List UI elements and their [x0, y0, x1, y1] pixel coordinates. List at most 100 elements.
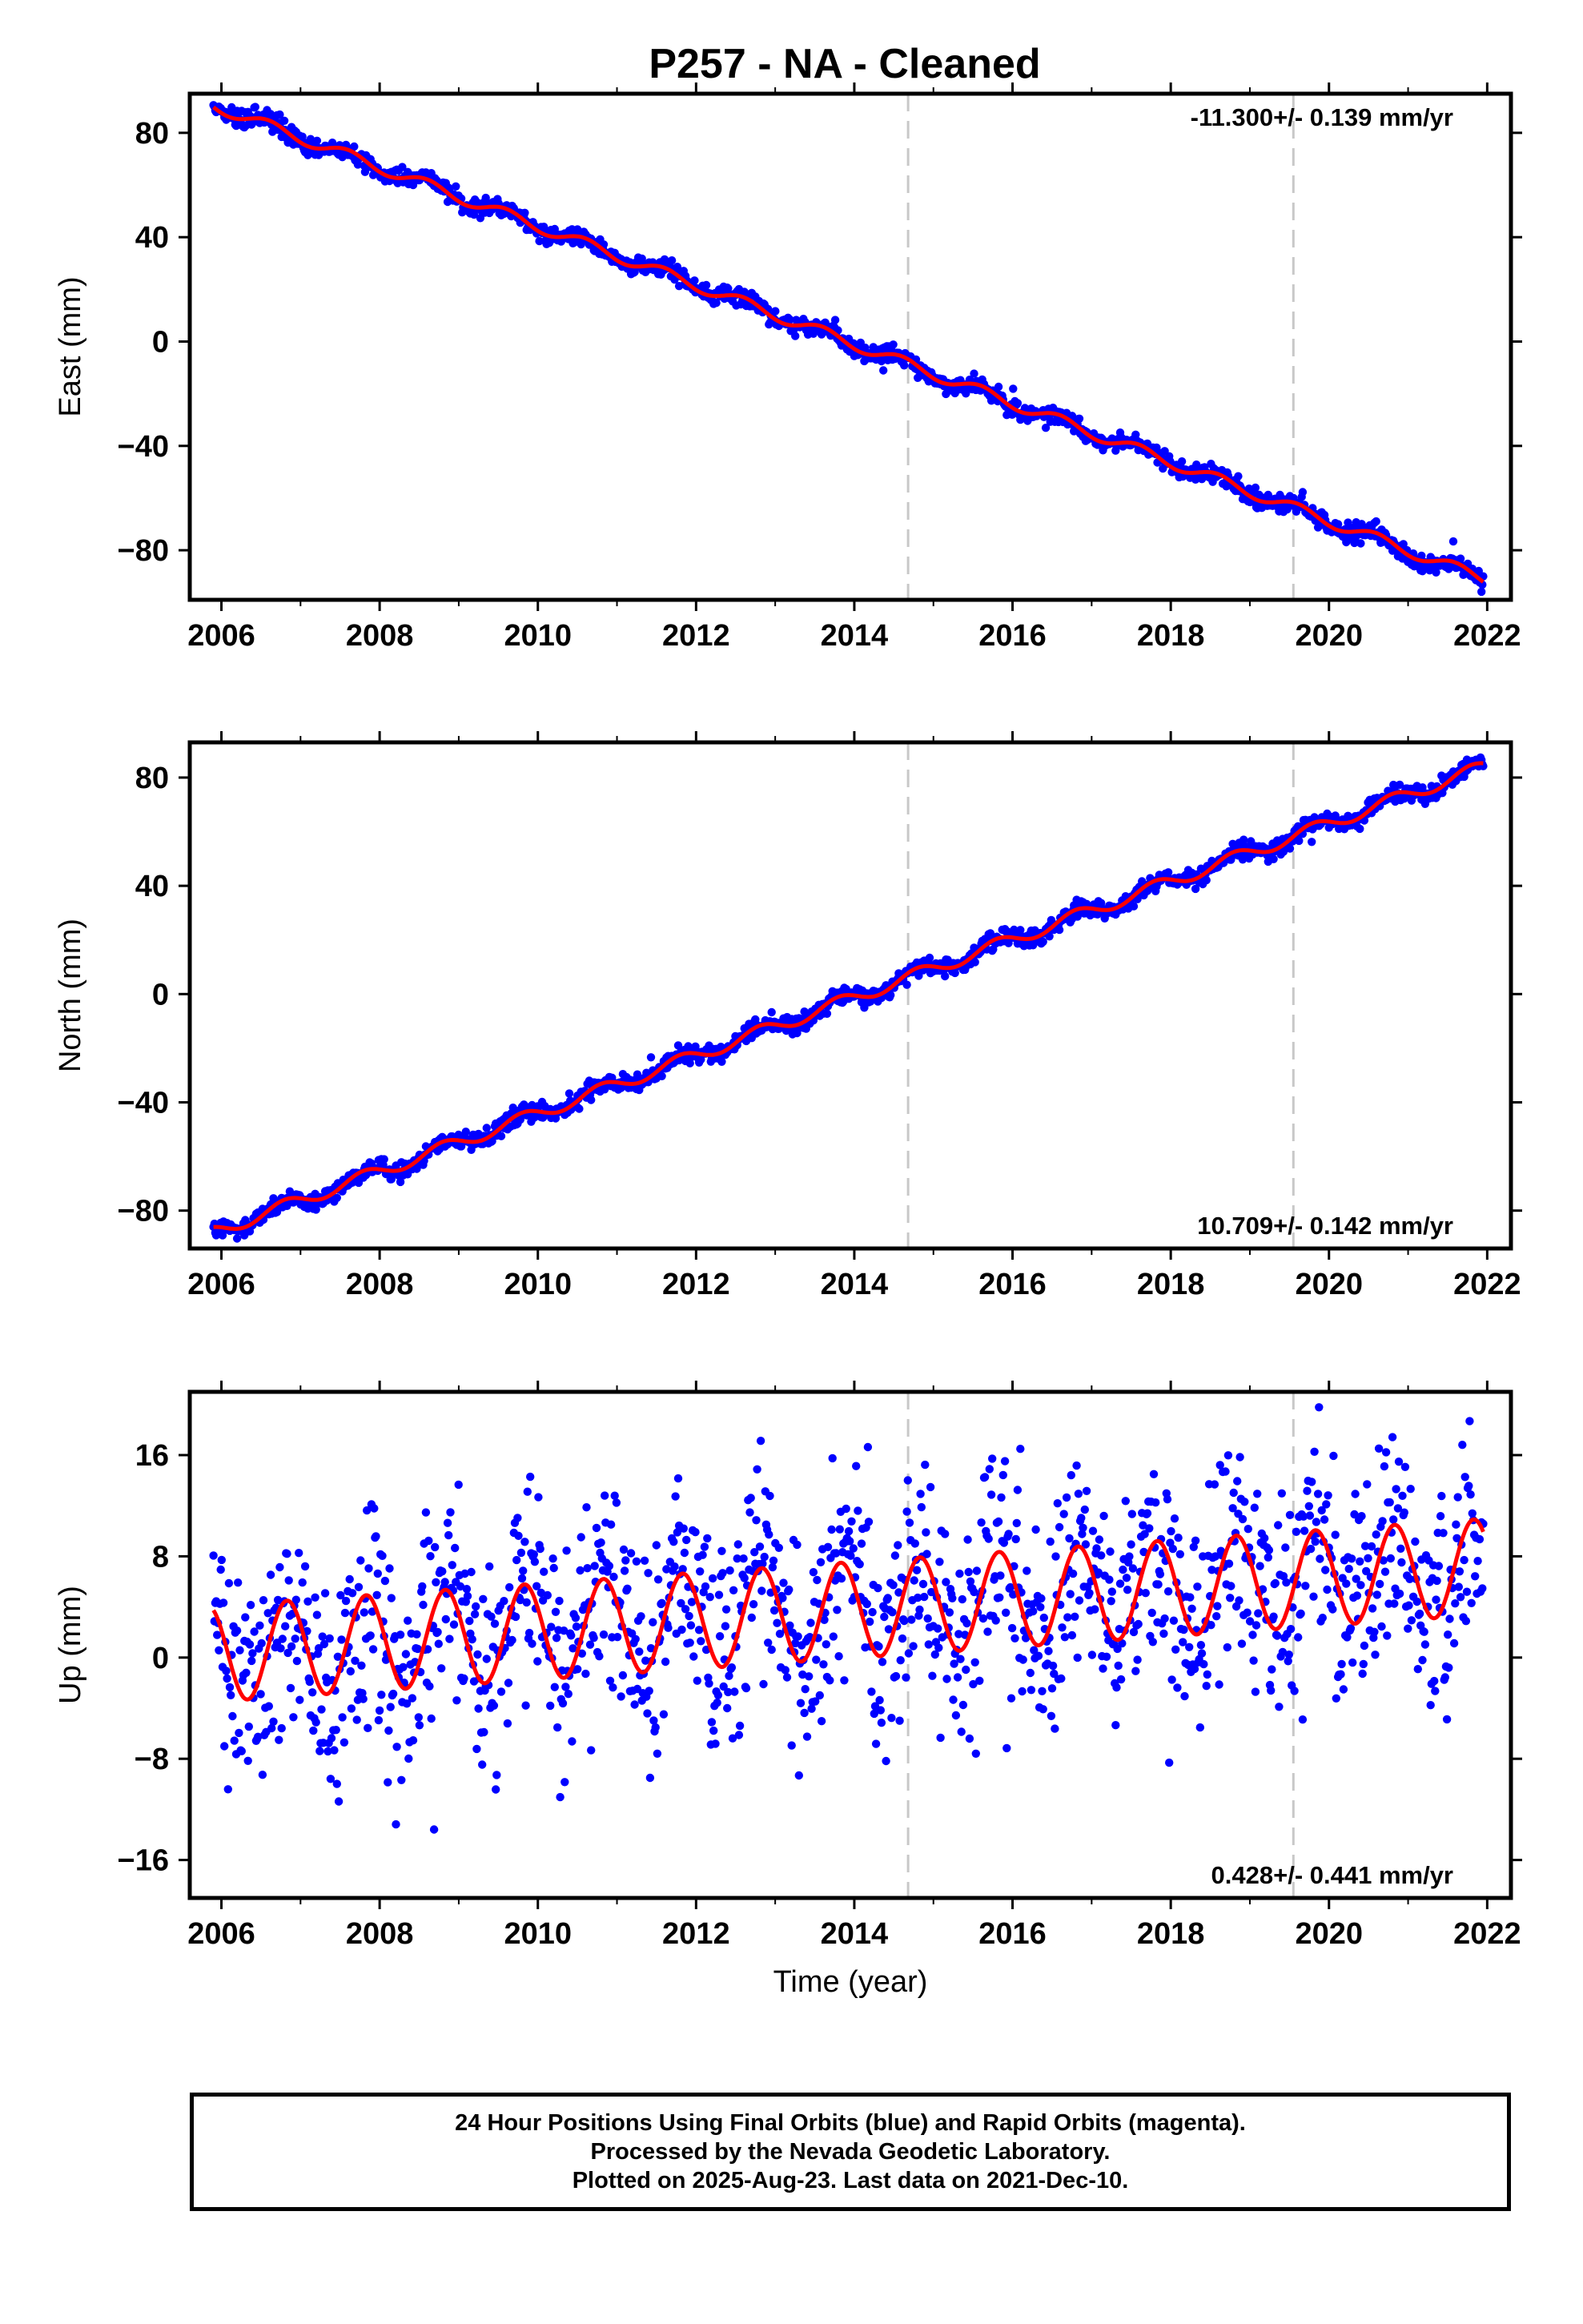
y-axis-label: Up (mm) [54, 1586, 87, 1704]
data-point [482, 1655, 491, 1663]
data-point [970, 369, 978, 378]
data-point [1356, 1581, 1365, 1590]
data-point [791, 332, 800, 340]
data-point [1350, 1510, 1359, 1519]
data-point [456, 1142, 466, 1151]
data-point [693, 1676, 701, 1685]
data-point [530, 1558, 540, 1566]
data-point [769, 1606, 779, 1615]
data-point [319, 1639, 329, 1649]
data-point [1264, 1546, 1274, 1554]
data-point [1221, 1467, 1230, 1476]
data-point [1174, 1534, 1183, 1542]
data-point [1308, 838, 1316, 846]
data-point [749, 1600, 758, 1609]
y-tick-label: 80 [135, 117, 169, 151]
data-point [402, 1699, 412, 1708]
data-point [779, 1578, 788, 1587]
data-point [983, 1627, 992, 1636]
data-point [1269, 1612, 1278, 1621]
data-point [1143, 1509, 1152, 1518]
data-point [295, 1695, 304, 1704]
data-point [794, 1632, 802, 1641]
data-point [1167, 1526, 1175, 1536]
data-point [1038, 1687, 1047, 1695]
data-point [902, 980, 911, 989]
x-tick-label: 2012 [662, 619, 730, 653]
x-tick-label: 2008 [346, 619, 414, 653]
data-point [1168, 1544, 1178, 1554]
data-point [696, 1567, 705, 1576]
data-point [1002, 1743, 1011, 1753]
data-point [1202, 875, 1211, 885]
data-point [781, 1666, 789, 1675]
data-point [1154, 1580, 1163, 1589]
data-point [423, 1645, 432, 1654]
data-point [610, 1491, 619, 1500]
data-point [945, 1608, 954, 1617]
data-point [1272, 1631, 1282, 1640]
data-point [733, 1540, 742, 1549]
data-point [264, 1702, 273, 1711]
data-point [380, 1576, 390, 1586]
data-point [714, 1590, 724, 1599]
data-point [1347, 1554, 1356, 1563]
data-point [291, 1595, 300, 1604]
data-point [468, 1634, 476, 1644]
rate-label: 0.428+/- 0.441 mm/yr [1211, 1861, 1453, 1889]
data-point [767, 1007, 776, 1017]
data-point [916, 1490, 925, 1498]
data-point [951, 1711, 961, 1720]
data-point [1281, 1543, 1290, 1552]
data-point [1397, 1558, 1406, 1567]
data-point [415, 1721, 424, 1730]
data-point [1229, 1488, 1238, 1498]
data-point [451, 1543, 460, 1553]
data-point [661, 1657, 670, 1667]
data-point [998, 1470, 1008, 1480]
data-point [1148, 1638, 1158, 1647]
x-tick-label: 2022 [1453, 1268, 1521, 1301]
data-point [930, 1650, 940, 1659]
data-point [1390, 1599, 1399, 1608]
footer-line-3: Plotted on 2025-Aug-23. Last data on 202… [572, 2168, 1129, 2193]
data-point [1303, 1486, 1312, 1495]
data-point [718, 1569, 727, 1578]
data-point [1336, 1670, 1345, 1679]
data-point [1075, 1596, 1084, 1605]
data-point [460, 1569, 469, 1578]
data-point [235, 1728, 243, 1738]
data-point [673, 1041, 683, 1050]
data-point [840, 1676, 849, 1685]
data-point [1460, 1473, 1469, 1482]
data-point [223, 1674, 231, 1683]
x-tick-label: 2018 [1137, 1917, 1205, 1951]
data-point [874, 1583, 882, 1593]
data-point [333, 1652, 343, 1661]
data-point [907, 1615, 916, 1624]
data-point [1284, 1657, 1292, 1666]
data-point [894, 1588, 903, 1597]
data-point [444, 1530, 453, 1540]
data-point [292, 1656, 302, 1666]
data-point [646, 1644, 656, 1653]
data-point [677, 1625, 686, 1634]
data-point [1007, 1623, 1017, 1633]
data-point [277, 1723, 286, 1733]
data-point [969, 1679, 978, 1689]
data-point [1057, 1674, 1066, 1683]
data-point [215, 1646, 223, 1655]
data-point [934, 1643, 943, 1652]
data-point [985, 1465, 994, 1474]
data-point [921, 1460, 930, 1470]
data-point [880, 1612, 889, 1622]
data-point [690, 276, 699, 285]
data-point [846, 1537, 854, 1546]
data-point [1440, 1673, 1450, 1682]
data-point [1317, 1506, 1326, 1515]
data-point [1426, 1701, 1435, 1710]
data-point [348, 1589, 357, 1598]
data-point [1030, 1646, 1039, 1655]
data-point [1012, 1518, 1022, 1528]
data-point [589, 1634, 598, 1642]
